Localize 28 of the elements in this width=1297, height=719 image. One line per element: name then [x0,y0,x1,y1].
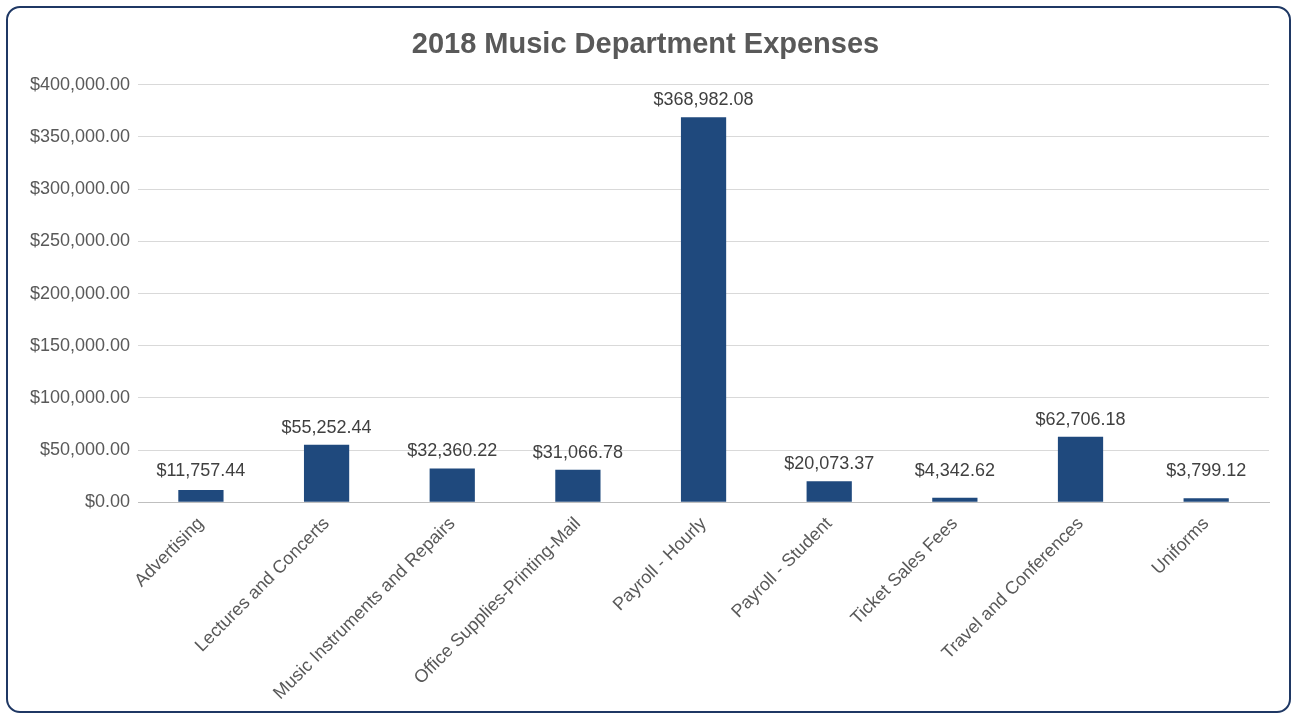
data-label: $11,757.44 [156,460,246,481]
y-tick-label: $400,000.00 [29,73,131,94]
y-tick-label: $0.00 [85,491,131,512]
data-label: $31,066.78 [532,441,623,462]
y-tick-label: $100,000.00 [29,386,131,407]
bar [429,468,475,502]
bar [555,469,601,502]
data-label: $55,252.44 [281,416,372,437]
chart-title: 2018 Music Department Expenses [411,27,880,60]
data-label: $3,799.12 [1166,460,1247,481]
bar [178,490,224,502]
y-tick-label: $150,000.00 [29,334,131,355]
bar [806,481,852,502]
bar [1183,498,1229,502]
bar [932,497,978,502]
bar [680,117,727,502]
y-tick-label: $50,000.00 [40,439,131,460]
y-tick-label: $200,000.00 [29,282,131,303]
y-tick-label: $350,000.00 [29,125,131,146]
data-label: $368,982.08 [653,89,754,110]
data-label: $62,706.18 [1035,408,1126,429]
y-tick-label: $300,000.00 [29,178,131,199]
data-label: $4,342.62 [914,460,995,481]
bar [1057,436,1104,502]
data-label: $20,073.37 [784,453,875,474]
bar [303,444,350,502]
y-tick-label: $250,000.00 [29,230,131,251]
data-label: $32,360.22 [407,440,498,461]
